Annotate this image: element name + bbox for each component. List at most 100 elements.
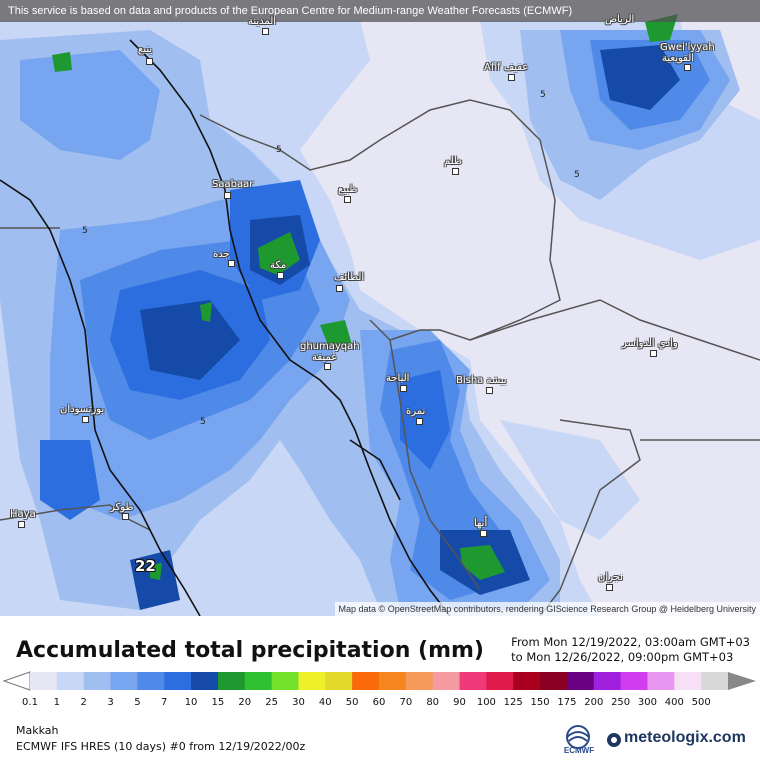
legend-title: Accumulated total precipitation (mm) (16, 638, 484, 663)
ecmwf-logo-icon (566, 725, 590, 749)
period-from: From Mon 12/19/2022, 03:00am GMT+03 (511, 635, 750, 649)
scale-tick-label: 25 (265, 697, 278, 708)
scale-cell (701, 672, 729, 690)
color-scale-bar (2, 671, 756, 691)
place-marker (452, 168, 459, 175)
scale-tick-label: 40 (318, 697, 332, 708)
place-dhiba: ظبيع (338, 184, 358, 195)
scale-tick-label: 150 (530, 697, 550, 708)
scale-tick-label: 300 (637, 697, 657, 708)
place-gweiiyyah: Gwei'iyyah (660, 42, 715, 53)
ecmwf-disclaimer-banner: This service is based on data and produc… (0, 0, 760, 22)
place-bisha: Bisha بيشة (456, 375, 507, 386)
isoline-label: 5 (540, 90, 546, 100)
place-medina: المدينة (248, 16, 277, 27)
place-marker (324, 363, 331, 370)
scale-cell (513, 672, 541, 690)
place-marker (18, 521, 25, 528)
period-to: to Mon 12/26/2022, 09:00pm GMT+03 (511, 650, 734, 664)
scale-cell (30, 672, 58, 690)
precipitation-map[interactable]: This service is based on data and produc… (0, 0, 760, 616)
scale-tick-label: 90 (453, 697, 466, 708)
place-marker (400, 385, 407, 392)
color-scale-ticks: 0.1 1 2 3 5 7 10 15 20 25 30 40 50 60 70 80 90 100 125 150 1… (0, 697, 760, 711)
map-attribution[interactable]: Map data © OpenStreetMap contributors, r… (334, 602, 760, 616)
place-marker (336, 285, 343, 292)
scale-tick-label: 100 (476, 697, 496, 708)
place-marker (344, 196, 351, 203)
scale-arrow-left (2, 671, 31, 691)
place-wadi-aldawasir: وادي الدواسر (622, 338, 678, 349)
place-marker (650, 350, 657, 357)
place-marker (508, 74, 515, 81)
place-zalim: ظلم (444, 156, 462, 167)
place-marker (486, 387, 493, 394)
place-albaha: الباحة (386, 373, 410, 384)
place-saabaar: Saabaar (212, 179, 254, 190)
scale-cell (56, 672, 85, 690)
isoline-label: 5 (574, 170, 580, 180)
scale-tick-label: 125 (503, 697, 523, 708)
scale-cell (217, 672, 246, 690)
scale-tick-label: 175 (557, 697, 577, 708)
place-afif: Afif عفيف (484, 62, 529, 73)
place-marker (277, 272, 284, 279)
place-yanbu: ينبع (138, 44, 153, 55)
place-port-sudan: بورتسودان (60, 404, 105, 415)
scale-tick-label: 70 (399, 697, 413, 708)
scale-tick-label: 30 (292, 697, 305, 708)
scale-tick-label: 5 (134, 697, 141, 708)
place-ghumayqah-ar: غميقة (312, 352, 337, 363)
scale-cell (459, 672, 487, 690)
scale-tick-label: 1 (53, 697, 61, 708)
scale-tick-label: 7 (161, 697, 168, 708)
place-marker (480, 530, 487, 537)
place-marker (606, 584, 613, 591)
scale-cell (379, 672, 407, 690)
max-precipitation-value: 22 (135, 557, 156, 575)
scale-tick-label: 400 (664, 697, 684, 708)
scale-tick-label: 500 (691, 697, 711, 708)
scale-tick-label: 0.1 (22, 697, 38, 708)
scale-cell (191, 672, 219, 690)
scale-tick-label: 20 (238, 697, 252, 708)
scale-cell (110, 672, 138, 690)
forecast-period: From Mon 12/19/2022, 03:00am GMT+03 to M… (511, 635, 750, 665)
scale-cell (83, 672, 112, 690)
place-ghumayqah: ghumayqah (300, 341, 360, 352)
scale-cell (674, 672, 702, 690)
place-marker (684, 64, 691, 71)
scale-cell (298, 672, 326, 690)
place-marker (146, 58, 153, 65)
scale-cell (566, 672, 595, 690)
place-riyadh: الرياض (605, 14, 635, 25)
model-run-label: ECMWF IFS HRES (10 days) #0 from 12/19/2… (16, 740, 306, 753)
scale-tick-label: 50 (345, 697, 359, 708)
meteologix-brand[interactable]: meteologix.com (624, 729, 746, 746)
scale-cell (405, 672, 434, 690)
scale-cell (137, 672, 165, 690)
isoline-label: 5 (276, 145, 282, 155)
place-marker (224, 192, 231, 199)
place-haya: Haya (10, 509, 36, 520)
scale-cell (271, 672, 299, 690)
place-marker (262, 28, 269, 35)
scale-tick-label: 60 (372, 697, 386, 708)
scale-tick-label: 2 (80, 697, 87, 708)
place-marker (122, 513, 129, 520)
scale-cell (164, 672, 192, 690)
place-abha: أبها (474, 518, 488, 529)
isoline-label: 5 (200, 417, 206, 427)
place-jeddah: جدة (213, 249, 230, 260)
place-makkah: مكة (270, 260, 287, 271)
scale-cell (593, 672, 622, 690)
scale-cell (432, 672, 461, 690)
ecmwf-logo-text: ECMWF (563, 746, 595, 755)
scale-cell (486, 672, 514, 690)
place-taif: الطائف (334, 272, 365, 283)
scale-tick-label: 10 (184, 697, 198, 708)
scale-tick-label: 80 (426, 697, 440, 708)
scale-cell (620, 672, 648, 690)
place-marker (82, 416, 89, 423)
isoline-label: 5 (82, 226, 88, 236)
